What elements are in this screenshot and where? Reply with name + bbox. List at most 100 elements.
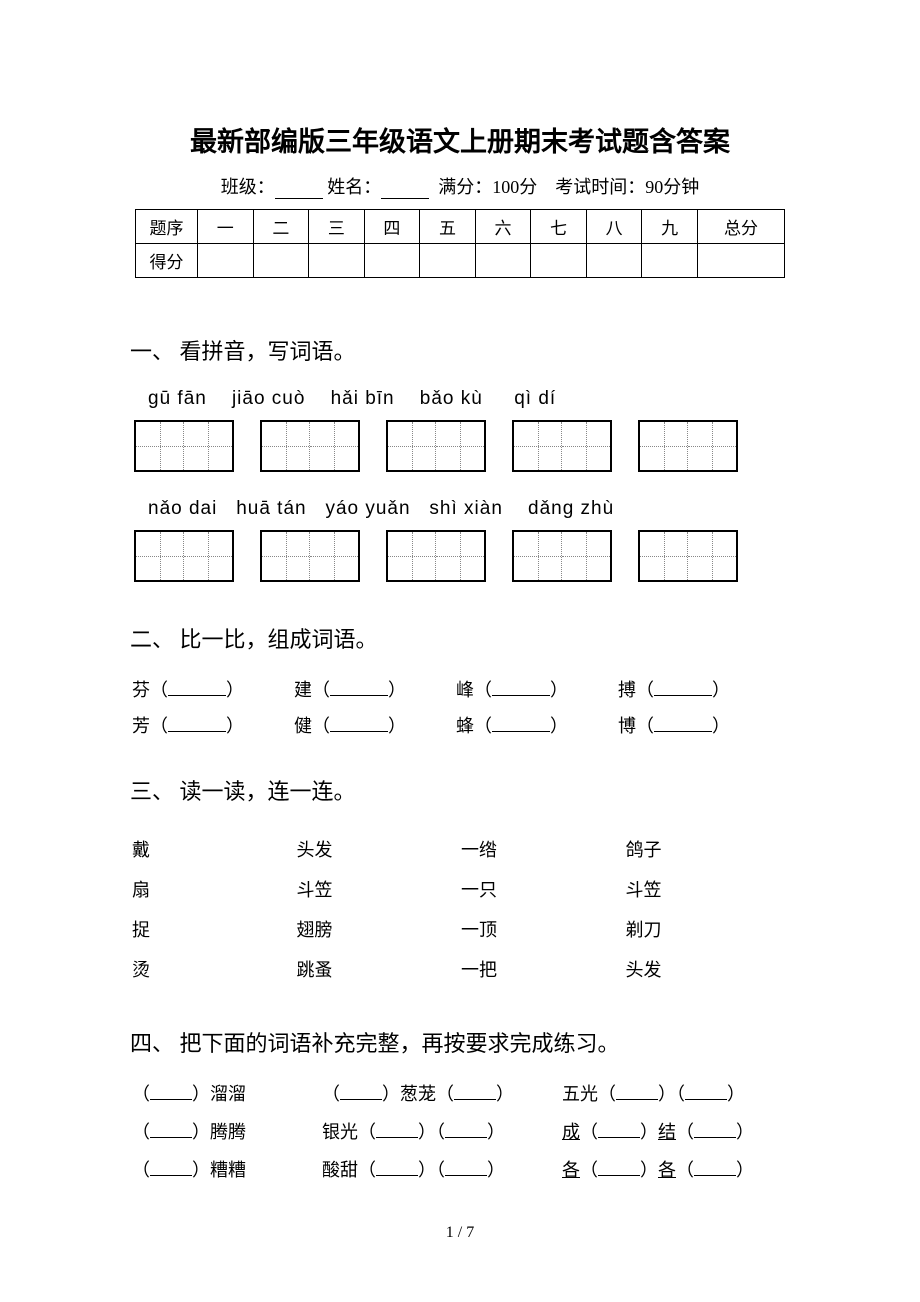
answer-boxes-row <box>134 420 790 472</box>
score-cell[interactable] <box>475 244 531 278</box>
pinyin: jiāo cuò <box>232 388 306 409</box>
text: 溜溜 <box>210 1084 246 1104</box>
section-1-heading: 一、 看拼音，写词语。 <box>130 334 790 366</box>
fill-blank[interactable] <box>654 716 712 732</box>
pinyin: gū fān <box>148 388 207 409</box>
text: 成 <box>562 1122 580 1142</box>
score-cell[interactable] <box>531 244 587 278</box>
score-cell[interactable] <box>586 244 642 278</box>
fill-blank[interactable] <box>685 1084 727 1100</box>
pinyin-row-2: nǎo dai huā tán yáo yuǎn shì xiàn dǎng z… <box>148 498 790 520</box>
score-cell[interactable] <box>253 244 309 278</box>
match-table: 戴 头发 一绺 鸽子 扇 斗笠 一只 斗笠 捉 翅膀 一顶 剃刀 烫 跳蚤 一把 <box>130 828 790 990</box>
char-box[interactable] <box>260 420 360 472</box>
fill-blank[interactable] <box>150 1160 192 1176</box>
fill-blank[interactable] <box>330 716 388 732</box>
pinyin: bǎo kù <box>420 388 483 409</box>
full-score: 满分：100分 <box>438 177 537 197</box>
fill-blank[interactable] <box>654 680 712 696</box>
char: 芬 <box>132 680 150 700</box>
match-cell: 斗笠 <box>297 870 460 908</box>
match-cell: 鸽子 <box>626 830 789 868</box>
th: 八 <box>586 210 642 244</box>
fill-blank[interactable] <box>168 680 226 696</box>
class-label: 班级： <box>221 177 275 197</box>
char-box[interactable] <box>386 420 486 472</box>
match-cell: 捉 <box>132 910 295 948</box>
th: 总分 <box>697 210 784 244</box>
pinyin: nǎo dai <box>148 498 217 519</box>
match-cell: 头发 <box>626 950 789 988</box>
class-blank[interactable] <box>275 181 323 199</box>
fill-blank[interactable] <box>445 1122 487 1138</box>
score-cell[interactable] <box>364 244 420 278</box>
th: 四 <box>364 210 420 244</box>
score-cell[interactable] <box>642 244 698 278</box>
fill-blank[interactable] <box>694 1160 736 1176</box>
page-title: 最新部编版三年级语文上册期末考试题含答案 <box>130 120 790 159</box>
fill-blank[interactable] <box>694 1122 736 1138</box>
char-box[interactable] <box>134 530 234 582</box>
char-box[interactable] <box>260 530 360 582</box>
score-cell[interactable] <box>697 244 784 278</box>
score-cell[interactable] <box>420 244 476 278</box>
fill-blank[interactable] <box>616 1084 658 1100</box>
fill-blank[interactable] <box>454 1084 496 1100</box>
char-box[interactable] <box>638 420 738 472</box>
th: 九 <box>642 210 698 244</box>
score-cell[interactable] <box>198 244 254 278</box>
fill-blank[interactable] <box>150 1122 192 1138</box>
th: 题序 <box>136 210 198 244</box>
match-cell: 一绺 <box>461 830 624 868</box>
fill-blank[interactable] <box>492 680 550 696</box>
text: 各 <box>658 1160 676 1180</box>
fill-blank[interactable] <box>150 1084 192 1100</box>
fill-blank[interactable] <box>340 1084 382 1100</box>
th: 七 <box>531 210 587 244</box>
pinyin: huā tán <box>236 498 306 519</box>
text: 酸甜 <box>322 1160 358 1180</box>
pinyin: yáo yuǎn <box>325 498 410 519</box>
th: 一 <box>198 210 254 244</box>
char-box[interactable] <box>512 530 612 582</box>
match-cell: 扇 <box>132 870 295 908</box>
fill-blank[interactable] <box>168 716 226 732</box>
char-box[interactable] <box>638 530 738 582</box>
char: 峰 <box>456 680 474 700</box>
name-blank[interactable] <box>381 181 429 199</box>
pinyin: dǎng zhù <box>528 498 614 519</box>
compare-row: 芳（） 健（） 蜂（） 博（） <box>132 712 790 738</box>
fill-blank[interactable] <box>330 680 388 696</box>
fill-blank[interactable] <box>376 1160 418 1176</box>
match-row: 捉 翅膀 一顶 剃刀 <box>132 910 788 948</box>
fill-blank[interactable] <box>598 1160 640 1176</box>
char: 建 <box>294 680 312 700</box>
th: 三 <box>309 210 365 244</box>
pinyin-row-1: gū fān jiāo cuò hǎi bīn bǎo kù qì dí <box>148 388 790 410</box>
fill-blank[interactable] <box>492 716 550 732</box>
score-cell[interactable] <box>309 244 365 278</box>
char-box[interactable] <box>386 530 486 582</box>
fill-blank[interactable] <box>376 1122 418 1138</box>
char: 搏 <box>618 680 636 700</box>
char-box[interactable] <box>134 420 234 472</box>
pinyin: qì dí <box>514 388 556 409</box>
text: 葱茏 <box>400 1084 436 1104</box>
char: 健 <box>294 716 312 736</box>
section-4-heading: 四、 把下面的词语补充完整，再按要求完成练习。 <box>130 1026 790 1058</box>
text: 五光 <box>562 1084 598 1104</box>
char-box[interactable] <box>512 420 612 472</box>
text: 各 <box>562 1160 580 1180</box>
idiom-row: （）腾腾 银光（）（） 成（）结（） <box>132 1118 790 1144</box>
idiom-row: （）糟糟 酸甜（）（） 各（）各（） <box>132 1156 790 1182</box>
compare-row: 芬（） 建（） 峰（） 搏（） <box>132 676 790 702</box>
text: 结 <box>658 1122 676 1142</box>
char: 博 <box>618 716 636 736</box>
text: 腾腾 <box>210 1122 246 1142</box>
fill-blank[interactable] <box>445 1160 487 1176</box>
fill-blank[interactable] <box>598 1122 640 1138</box>
th: 五 <box>420 210 476 244</box>
match-row: 扇 斗笠 一只 斗笠 <box>132 870 788 908</box>
page-number: 1 / 7 <box>0 1224 920 1242</box>
pinyin: hǎi bīn <box>331 388 395 409</box>
